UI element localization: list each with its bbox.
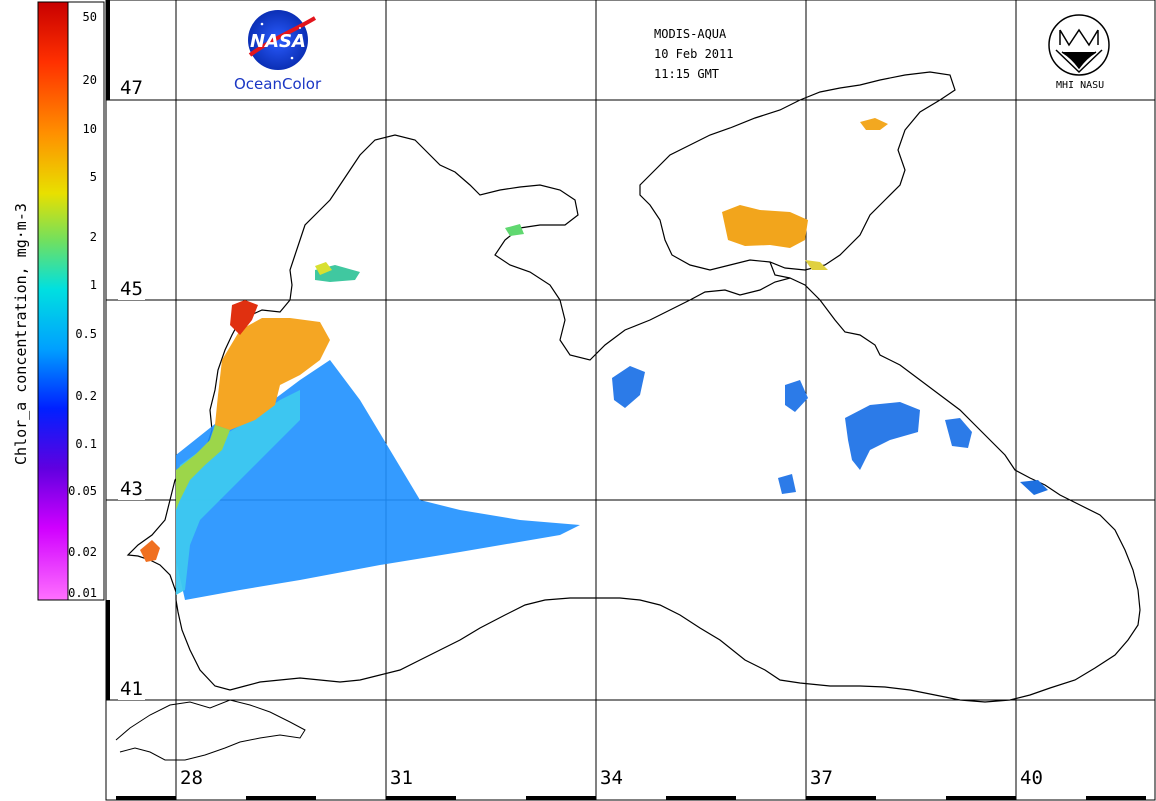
- left-ruler: [105, 0, 110, 800]
- colorbar-tick-1: 1: [89, 278, 97, 292]
- mhi-nasu-logo: [1048, 14, 1110, 76]
- azov-north-patch: [860, 118, 888, 130]
- scene-time: 11:15 GMT: [654, 67, 720, 81]
- eastern-blue-patch-3: [945, 418, 972, 448]
- eastern-blue-patch-1: [845, 402, 920, 470]
- graticule: [106, 0, 1155, 800]
- azov-coastline: [639, 71, 956, 271]
- colorbar-tick-2: 2: [89, 230, 97, 244]
- scene-date: 10 Feb 2011: [654, 47, 734, 61]
- georgia-blue-patch: [1020, 480, 1048, 495]
- colorbar-tick-0.01: 0.01: [68, 586, 97, 600]
- kerch-yellow-patch: [805, 260, 828, 270]
- colorbar-tick-0.2: 0.2: [75, 389, 97, 403]
- lon-label-28: 28: [180, 767, 203, 789]
- sensor-name: MODIS-AQUA: [654, 27, 727, 41]
- lon-label-40: 40: [1020, 767, 1043, 789]
- nearshore-orange-area: [215, 318, 330, 430]
- lat-label-41: 41: [118, 678, 145, 700]
- oceancolor-label: OceanColor: [234, 75, 322, 93]
- colorbar-tick-50: 50: [82, 10, 97, 24]
- yellow-dnieper-patch: [315, 262, 332, 275]
- colorbar-tick-5: 5: [89, 170, 97, 184]
- lon-label-31: 31: [390, 767, 413, 789]
- crimea-green-patch: [505, 224, 524, 236]
- colorbar-title: Chlor_a concentration, mg·m-3: [12, 203, 30, 465]
- kerch-strait: [769, 261, 791, 279]
- colorbar-tick-0.1: 0.1: [75, 437, 97, 451]
- colorbar-tick-0.5: 0.5: [75, 327, 97, 341]
- chlorophyll-data: [140, 118, 1048, 600]
- marmara-coastline: [115, 699, 306, 761]
- lat-label-45: 45: [118, 278, 145, 300]
- eastern-blue-patch-5: [785, 380, 808, 412]
- colorbar-tick-20: 20: [82, 73, 97, 87]
- lon-label-37: 37: [810, 767, 833, 789]
- azov-orange-area: [722, 205, 808, 248]
- danube-red-plume: [230, 300, 258, 335]
- lon-label-34: 34: [600, 767, 623, 789]
- midshelf-cyan-area: [176, 390, 300, 595]
- eastern-blue-patch-2: [612, 366, 645, 408]
- colorbar-tick-10: 10: [82, 122, 97, 136]
- colorbar-tick-0.02: 0.02: [68, 545, 97, 559]
- eastern-blue-patch-4: [778, 474, 796, 494]
- black-sea-coastline: [126, 134, 1141, 703]
- nasa-logo: NASA: [248, 10, 317, 70]
- colorbar-tick-0.05: 0.05: [68, 484, 97, 498]
- colorbar: [37, 1, 69, 601]
- lat-label-47: 47: [118, 77, 145, 99]
- coastal-green-band: [176, 425, 230, 510]
- colorbar-tick-panel: [67, 1, 105, 601]
- nasa-logo-text: NASA: [250, 31, 306, 52]
- lat-label-43: 43: [118, 478, 145, 500]
- bottom-ruler: [116, 796, 1146, 800]
- scene-header: MODIS-AQUA 10 Feb 2011 11:15 GMT: [654, 24, 733, 84]
- mhi-nasu-label: MHI NASU: [1056, 80, 1105, 91]
- bosporus-orange-patch: [140, 540, 160, 562]
